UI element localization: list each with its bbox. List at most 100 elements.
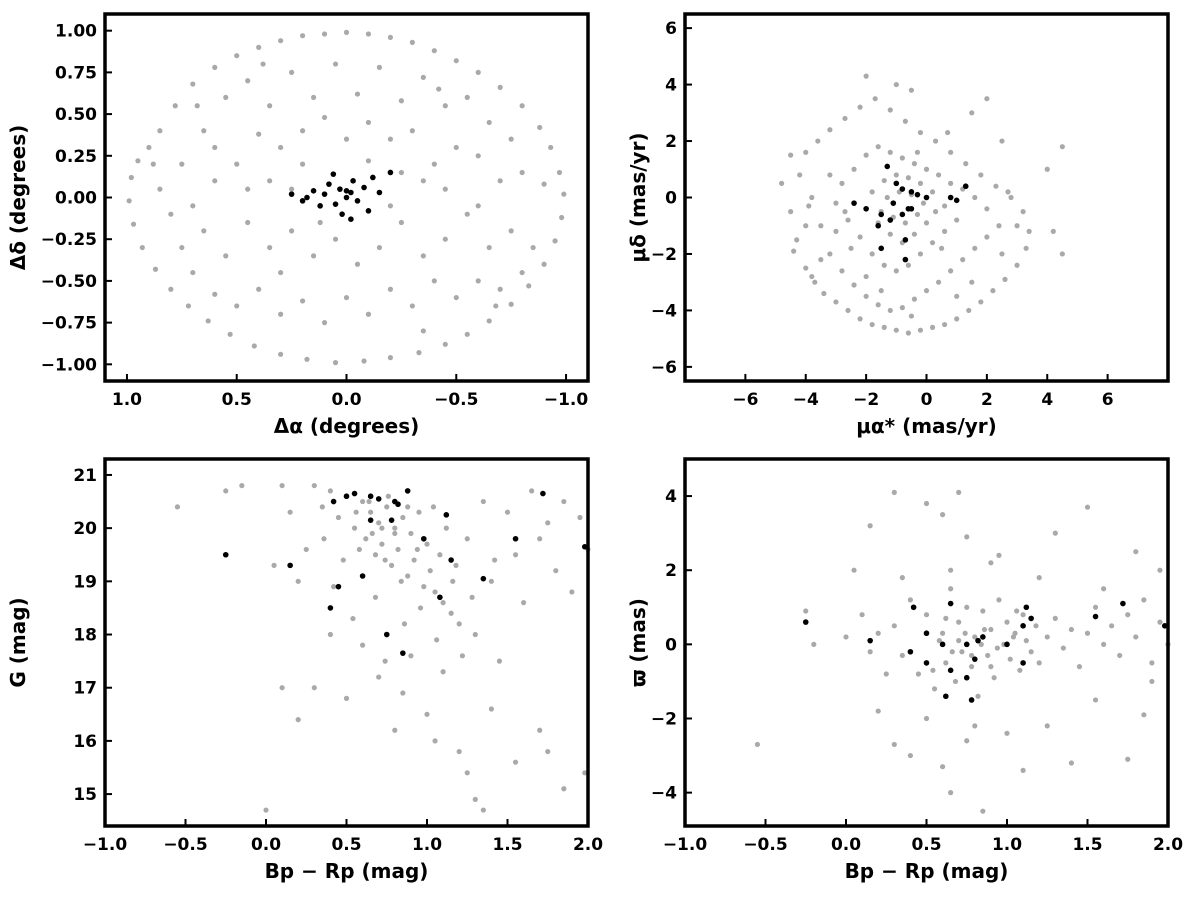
field-point — [929, 189, 936, 195]
member-point — [902, 256, 909, 263]
field-point — [335, 514, 342, 521]
member-point — [899, 186, 906, 192]
field-point — [343, 695, 350, 701]
field-point — [416, 350, 422, 356]
member-point — [884, 163, 891, 170]
field-point — [372, 594, 379, 600]
field-point — [416, 509, 422, 515]
field-point — [526, 283, 532, 289]
field-point — [365, 311, 372, 317]
field-point — [317, 219, 323, 226]
field-point — [1092, 697, 1099, 703]
member-point — [923, 630, 930, 637]
field-point — [442, 186, 448, 192]
field-point — [942, 228, 948, 234]
field-point — [1084, 630, 1091, 636]
member-point — [914, 191, 921, 198]
member-point — [448, 557, 454, 563]
field-point — [456, 748, 462, 755]
field-point — [475, 153, 481, 159]
y-tick-label: 17 — [73, 679, 97, 699]
member-point — [851, 200, 857, 206]
field-point — [350, 615, 356, 622]
field-point — [942, 321, 948, 328]
y-axis-label: G (mag) — [6, 597, 30, 687]
field-point — [508, 301, 514, 307]
field-point — [278, 269, 284, 276]
field-point — [442, 103, 448, 109]
member-point — [947, 600, 954, 607]
field-point — [932, 138, 939, 144]
field-point — [295, 717, 301, 723]
field-point — [1101, 641, 1107, 647]
field-point — [420, 253, 426, 259]
field-point — [530, 244, 536, 251]
field-point — [917, 251, 924, 257]
plot-frame — [103, 457, 590, 828]
field-point — [376, 674, 382, 680]
field-point — [245, 219, 251, 226]
field-point — [869, 189, 875, 195]
member-point — [288, 191, 295, 197]
field-point — [809, 194, 815, 201]
field-point — [893, 268, 899, 274]
member-point — [287, 562, 293, 569]
field-point — [935, 172, 942, 178]
member-point — [354, 198, 361, 204]
field-point — [1004, 730, 1010, 736]
field-point — [996, 552, 1002, 558]
field-point — [1010, 634, 1017, 640]
field-point — [431, 48, 437, 54]
field-point — [948, 268, 954, 274]
field-point — [954, 293, 960, 299]
x-tick-label: −0.5 — [163, 835, 207, 855]
field-point — [833, 200, 839, 206]
field-point — [929, 240, 936, 246]
x-tick-label: −0.5 — [434, 390, 478, 410]
field-stars — [754, 489, 1171, 814]
x-tick-label: 1.5 — [1072, 835, 1102, 855]
field-point — [392, 525, 398, 531]
y-tick-label: 0 — [665, 635, 677, 655]
field-point — [469, 594, 475, 600]
field-point — [343, 294, 350, 301]
panel-proper-motions: −6 −4 −2 0 2 4 6 6 4 2 0 −2 −4 −6 μα* (mas/yr) μδ (mas/… — [626, 12, 1170, 438]
field-point — [212, 178, 218, 184]
field-point — [809, 273, 815, 280]
member-point — [968, 697, 975, 703]
field-point — [456, 621, 462, 627]
field-point — [442, 236, 448, 242]
field-point — [486, 318, 492, 324]
field-point — [842, 115, 848, 122]
field-point — [408, 653, 414, 659]
field-point — [464, 211, 470, 217]
field-point — [1050, 228, 1056, 234]
member-point — [540, 490, 546, 497]
member-point — [908, 205, 915, 212]
field-point — [234, 161, 240, 167]
field-point — [289, 228, 295, 234]
field-point — [1084, 504, 1091, 510]
member-point — [512, 535, 519, 542]
x-tick-label: 0 — [921, 390, 933, 410]
field-point — [400, 690, 406, 696]
field-point — [923, 715, 930, 722]
field-point — [369, 530, 375, 537]
field-point — [278, 311, 284, 317]
field-point — [299, 298, 306, 304]
field-point — [411, 557, 417, 563]
member-point — [404, 488, 411, 494]
field-point — [803, 608, 809, 614]
field-point — [943, 615, 949, 622]
panel-sky-positions: 1.0 0.5 0.0 −0.5 −1.0 1.00 0.75 0.50 0.25 0.00 −0.… — [6, 12, 590, 438]
field-point — [899, 155, 905, 161]
member-point — [953, 197, 960, 204]
field-point — [1068, 626, 1074, 633]
field-point — [299, 33, 306, 39]
field-point — [942, 203, 948, 209]
member-point — [350, 178, 356, 184]
field-point — [867, 523, 873, 529]
field-point — [331, 584, 337, 590]
field-point — [387, 203, 394, 209]
